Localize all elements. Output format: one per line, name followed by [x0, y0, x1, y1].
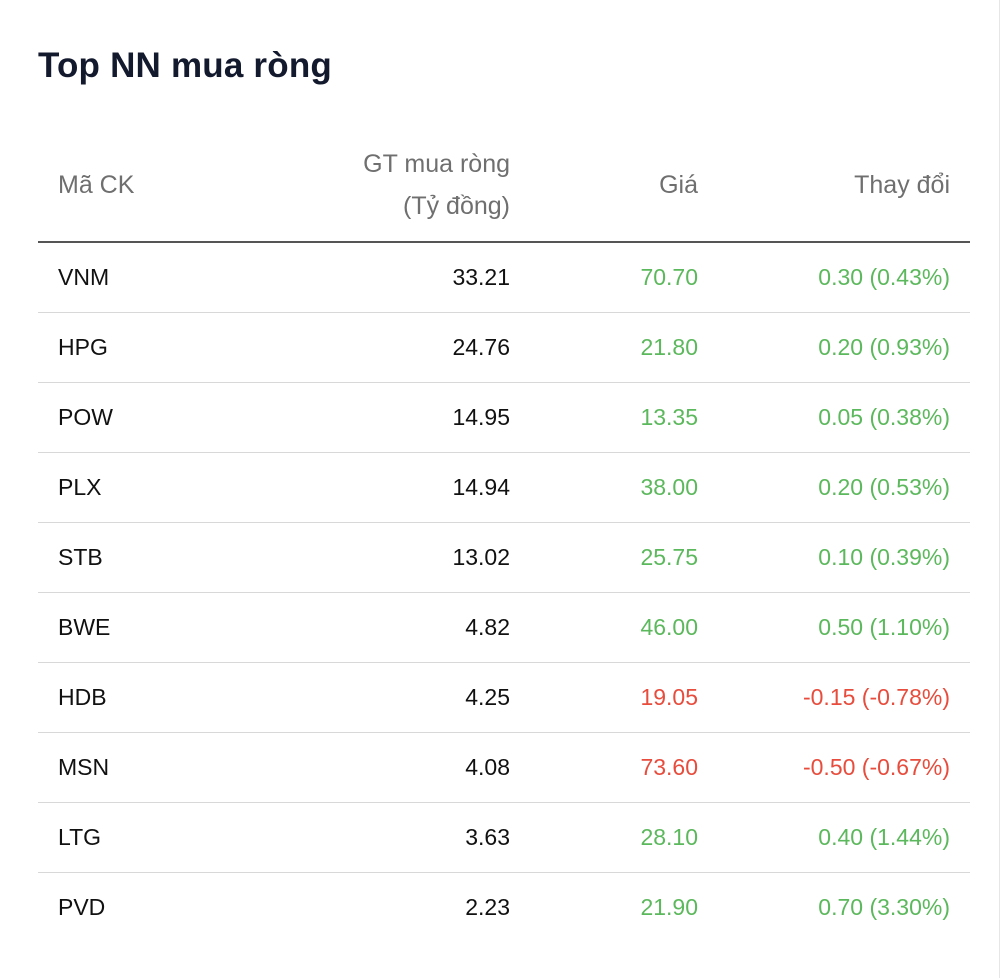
- net-buy-value: 4.82: [288, 592, 530, 663]
- stock-symbol[interactable]: LTG: [38, 802, 288, 873]
- header-row: Mã CK GT mua ròng (Tỷ đồng) Giá Thay đổi: [38, 128, 970, 243]
- table-row[interactable]: STB 13.02 25.75 0.10 (0.39%): [38, 522, 970, 593]
- change-value: 0.20 (0.53%): [718, 452, 970, 523]
- price-value: 70.70: [530, 242, 718, 313]
- table-row[interactable]: HDB 4.25 19.05 -0.15 (-0.78%): [38, 662, 970, 733]
- header-change: Thay đổi: [718, 128, 970, 243]
- stock-symbol[interactable]: BWE: [38, 592, 288, 663]
- change-value: 0.20 (0.93%): [718, 312, 970, 383]
- price-value: 73.60: [530, 732, 718, 803]
- net-buy-value: 24.76: [288, 312, 530, 383]
- net-buy-value: 4.25: [288, 662, 530, 733]
- change-value: 0.50 (1.10%): [718, 592, 970, 663]
- net-buy-value: 4.08: [288, 732, 530, 803]
- header-symbol: Mã CK: [38, 128, 288, 243]
- change-value: 0.40 (1.44%): [718, 802, 970, 873]
- price-value: 28.10: [530, 802, 718, 873]
- table-row[interactable]: HPG 24.76 21.80 0.20 (0.93%): [38, 312, 970, 383]
- change-value: -0.50 (-0.67%): [718, 732, 970, 803]
- price-value: 25.75: [530, 522, 718, 593]
- table-row[interactable]: VNM 33.21 70.70 0.30 (0.43%): [38, 242, 970, 313]
- table-row[interactable]: LTG 3.63 28.10 0.40 (1.44%): [38, 802, 970, 873]
- table-body: VNM 33.21 70.70 0.30 (0.43%) HPG 24.76 21.80 0.…: [38, 242, 970, 942]
- net-buy-value: 14.95: [288, 382, 530, 453]
- net-buy-table: Mã CK GT mua ròng (Tỷ đồng) Giá Thay đổi…: [38, 128, 970, 942]
- price-value: 21.90: [640, 893, 698, 920]
- stock-symbol[interactable]: VNM: [38, 242, 288, 313]
- header-net-buy-value-line1: GT mua ròng: [363, 149, 510, 178]
- net-buy-value: 13.02: [288, 522, 530, 593]
- change-value: 0.05 (0.38%): [718, 382, 970, 453]
- stock-symbol[interactable]: PVD: [58, 893, 106, 920]
- header-net-buy-value-line2: (Tỷ đồng): [403, 191, 510, 220]
- table-row[interactable]: MSN 4.08 73.60 -0.50 (-0.67%): [38, 732, 970, 803]
- stock-symbol[interactable]: PLX: [38, 452, 288, 523]
- table-header: Mã CK GT mua ròng (Tỷ đồng) Giá Thay đổi: [38, 128, 970, 243]
- net-buy-value: 2.23: [465, 893, 510, 920]
- stock-symbol[interactable]: STB: [38, 522, 288, 593]
- table-row[interactable]: POW 14.95 13.35 0.05 (0.38%): [38, 382, 970, 453]
- stock-symbol[interactable]: HPG: [38, 312, 288, 383]
- net-buy-value: 14.94: [288, 452, 530, 523]
- change-value: 0.70 (3.30%): [818, 893, 950, 920]
- table-row[interactable]: PLX 14.94 38.00 0.20 (0.53%): [38, 452, 970, 523]
- price-value: 19.05: [530, 662, 718, 733]
- price-value: 46.00: [530, 592, 718, 663]
- table-row[interactable]: PVD 2.23 21.90 0.70 (3.30%): [38, 872, 970, 942]
- header-net-buy-value: GT mua ròng (Tỷ đồng): [288, 128, 530, 243]
- table-row[interactable]: BWE 4.82 46.00 0.50 (1.10%): [38, 592, 970, 663]
- price-value: 21.80: [530, 312, 718, 383]
- price-value: 38.00: [530, 452, 718, 523]
- header-price: Giá: [530, 128, 718, 243]
- change-value: 0.30 (0.43%): [718, 242, 970, 313]
- change-value: -0.15 (-0.78%): [718, 662, 970, 733]
- stock-symbol[interactable]: POW: [38, 382, 288, 453]
- card-title: Top NN mua ròng: [38, 46, 332, 85]
- price-value: 13.35: [530, 382, 718, 453]
- net-buy-value: 3.63: [288, 802, 530, 873]
- change-value: 0.10 (0.39%): [718, 522, 970, 593]
- net-buy-value: 33.21: [288, 242, 530, 313]
- stock-symbol[interactable]: MSN: [38, 732, 288, 803]
- stock-symbol[interactable]: HDB: [38, 662, 288, 733]
